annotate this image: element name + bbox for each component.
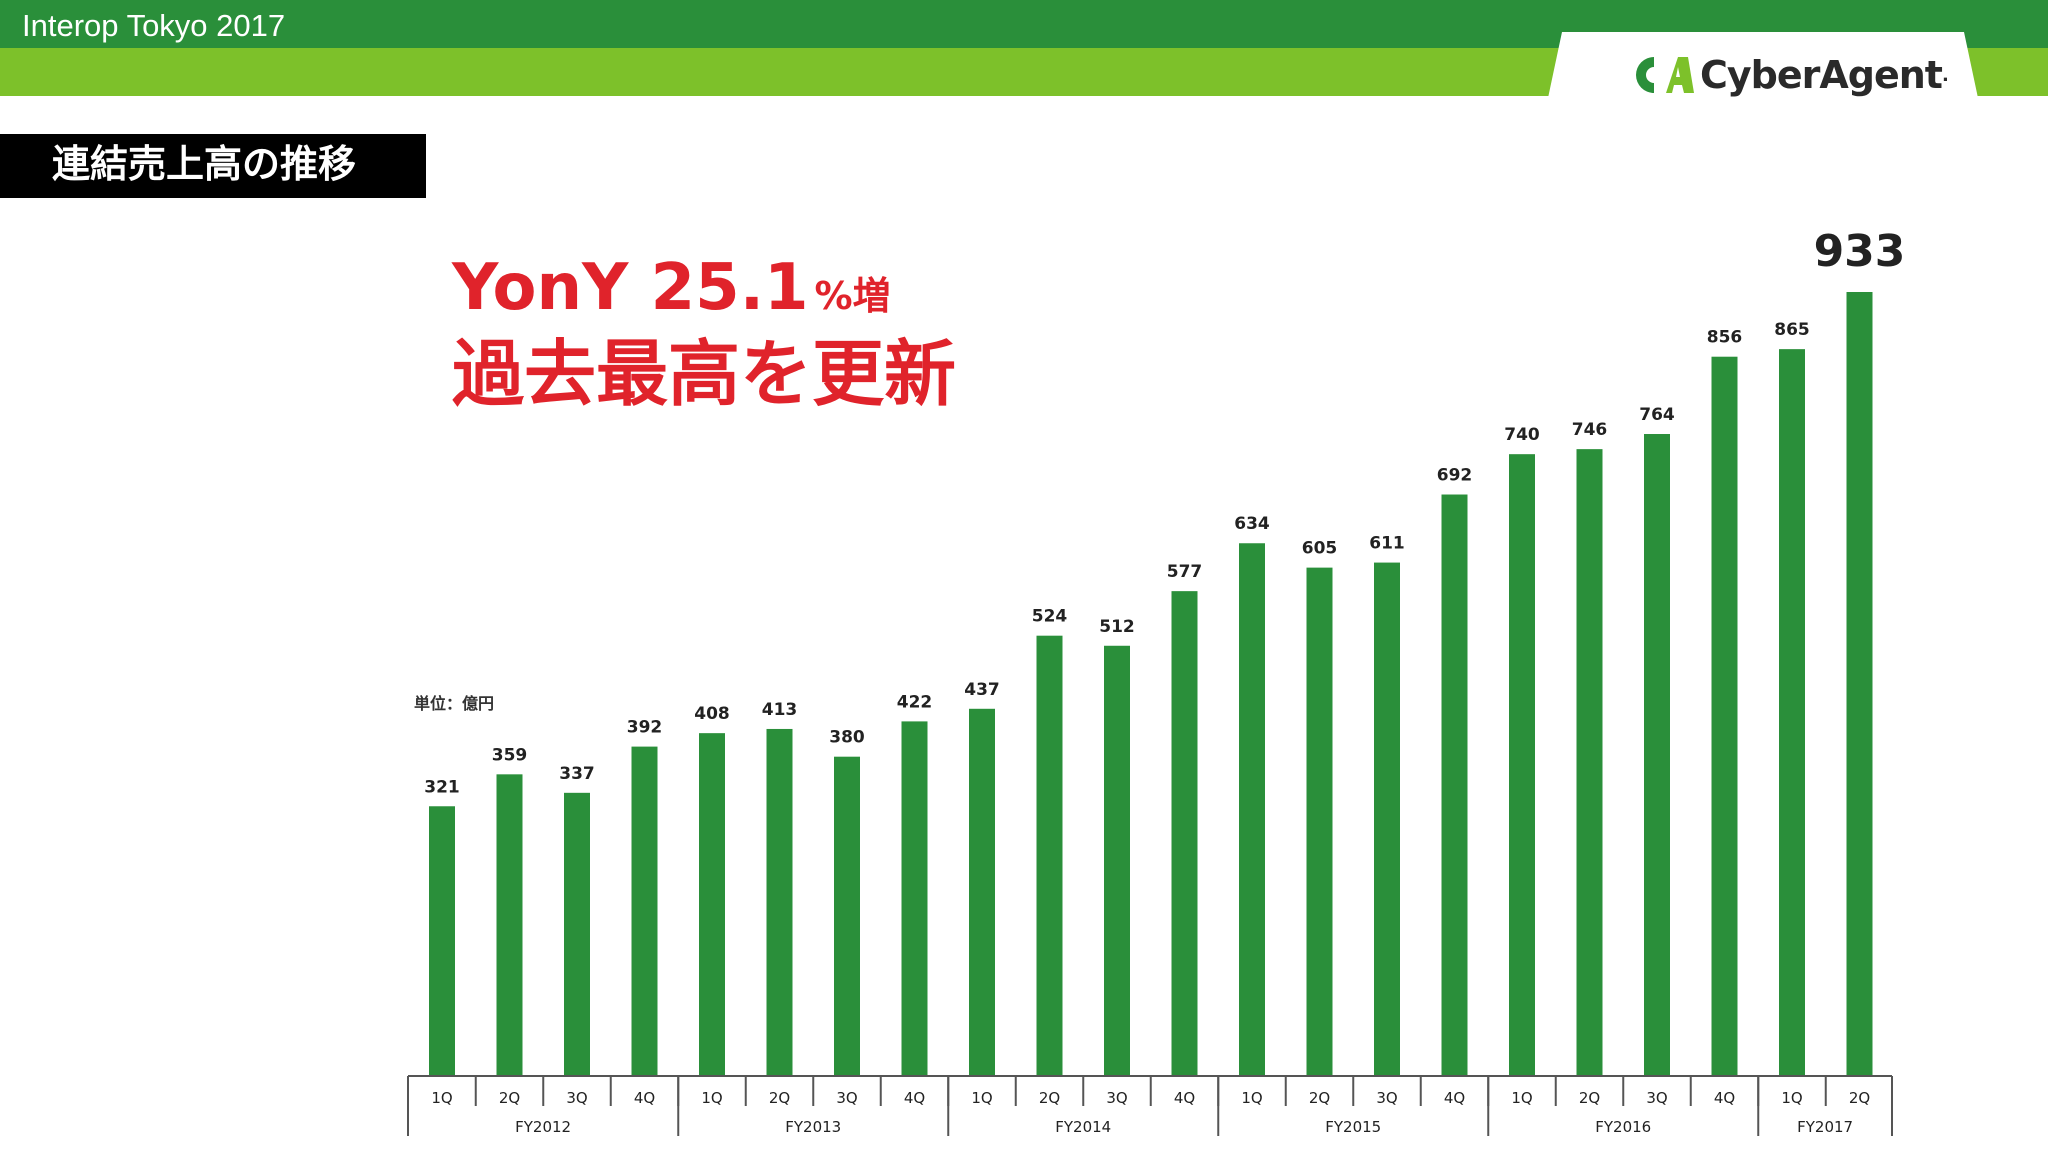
unit-label: 単位：億円 bbox=[414, 694, 495, 713]
bar bbox=[969, 708, 995, 1076]
value-label: 437 bbox=[964, 680, 1000, 700]
bar bbox=[1644, 434, 1670, 1076]
value-label: 524 bbox=[1032, 607, 1068, 627]
category-tick-label: 1Q bbox=[701, 1089, 722, 1107]
value-label: 634 bbox=[1234, 514, 1270, 534]
fiscal-year-label: FY2012 bbox=[515, 1118, 571, 1136]
category-tick-label: 3Q bbox=[566, 1089, 587, 1107]
category-tick-label: 1Q bbox=[1241, 1089, 1262, 1107]
logo-tab bbox=[1548, 32, 1978, 98]
bar bbox=[1509, 454, 1535, 1076]
bar bbox=[1576, 449, 1603, 1076]
bar bbox=[429, 806, 455, 1076]
bar bbox=[1711, 356, 1738, 1076]
category-tick-label: 2Q bbox=[769, 1089, 790, 1107]
bar bbox=[564, 792, 590, 1076]
category-tick-label: 2Q bbox=[1039, 1089, 1060, 1107]
value-label: 611 bbox=[1369, 534, 1405, 554]
value-label: 359 bbox=[492, 745, 528, 765]
bar bbox=[1104, 645, 1130, 1076]
headline-record: 過去最高を更新 bbox=[452, 332, 957, 416]
category-tick-label: 1Q bbox=[1511, 1089, 1532, 1107]
category-tick-label: 4Q bbox=[904, 1089, 925, 1107]
value-label: 605 bbox=[1302, 539, 1338, 559]
category-tick-label: 4Q bbox=[1444, 1089, 1465, 1107]
bar bbox=[1846, 292, 1873, 1076]
logo-text: CyberAgent bbox=[1700, 53, 1943, 97]
category-tick-label: 2Q bbox=[1579, 1089, 1600, 1107]
value-label: 740 bbox=[1504, 425, 1540, 445]
bar bbox=[1239, 543, 1265, 1076]
value-label: 337 bbox=[559, 764, 595, 784]
value-label: 422 bbox=[897, 692, 933, 712]
value-label: 392 bbox=[627, 718, 663, 738]
bar bbox=[834, 756, 860, 1076]
bar bbox=[1779, 349, 1805, 1077]
fiscal-year-label: FY2017 bbox=[1797, 1118, 1853, 1136]
value-label: 865 bbox=[1774, 320, 1810, 340]
headline-growth-value: YonY 25.1 bbox=[452, 251, 809, 325]
bar bbox=[1171, 591, 1198, 1076]
category-tick-label: 3Q bbox=[1376, 1089, 1397, 1107]
value-label: 577 bbox=[1167, 562, 1203, 582]
fiscal-year-label: FY2014 bbox=[1055, 1118, 1111, 1136]
bar bbox=[699, 733, 725, 1076]
value-label: 746 bbox=[1572, 420, 1608, 440]
fiscal-year-label: FY2016 bbox=[1595, 1118, 1651, 1136]
bar bbox=[1374, 562, 1400, 1076]
category-tick-label: 4Q bbox=[634, 1089, 655, 1107]
category-tick-label: 2Q bbox=[499, 1089, 520, 1107]
category-tick-label: 3Q bbox=[1646, 1089, 1667, 1107]
category-tick-label: 3Q bbox=[836, 1089, 857, 1107]
headline-growth-suffix: %増 bbox=[814, 274, 891, 318]
ca-logo-icon bbox=[1636, 57, 1694, 93]
value-label: 856 bbox=[1707, 328, 1743, 348]
fiscal-year-label: FY2013 bbox=[785, 1118, 841, 1136]
category-tick-label: 2Q bbox=[1309, 1089, 1330, 1107]
value-label: 408 bbox=[694, 704, 730, 724]
bar bbox=[1441, 494, 1468, 1076]
headline-growth: YonY 25.1 %増 bbox=[452, 256, 891, 320]
bar bbox=[496, 774, 523, 1076]
value-label: 692 bbox=[1437, 466, 1473, 486]
cyberagent-logo: CyberAgent. bbox=[1632, 50, 1949, 100]
bar bbox=[631, 746, 658, 1076]
value-label: 321 bbox=[424, 777, 460, 797]
category-tick-label: 1Q bbox=[431, 1089, 452, 1107]
value-label: 764 bbox=[1639, 405, 1675, 425]
value-label: 413 bbox=[762, 700, 798, 720]
bar bbox=[766, 728, 793, 1076]
category-tick-label: 1Q bbox=[1781, 1089, 1802, 1107]
event-title: Interop Tokyo 2017 bbox=[22, 8, 286, 43]
value-label: 933 bbox=[1814, 226, 1906, 277]
category-tick-label: 1Q bbox=[971, 1089, 992, 1107]
section-title-box bbox=[0, 134, 426, 198]
value-label: 512 bbox=[1099, 617, 1135, 637]
value-label: 380 bbox=[829, 728, 865, 748]
category-tick-label: 4Q bbox=[1714, 1089, 1735, 1107]
category-tick-label: 4Q bbox=[1174, 1089, 1195, 1107]
category-tick-label: 2Q bbox=[1849, 1089, 1870, 1107]
fiscal-year-label: FY2015 bbox=[1325, 1118, 1381, 1136]
category-tick-label: 3Q bbox=[1106, 1089, 1127, 1107]
bar bbox=[901, 721, 928, 1076]
bar bbox=[1306, 567, 1333, 1076]
section-title: 連結売上高の推移 bbox=[52, 142, 357, 186]
bar bbox=[1036, 635, 1063, 1076]
logo-suffix: . bbox=[1941, 64, 1949, 86]
